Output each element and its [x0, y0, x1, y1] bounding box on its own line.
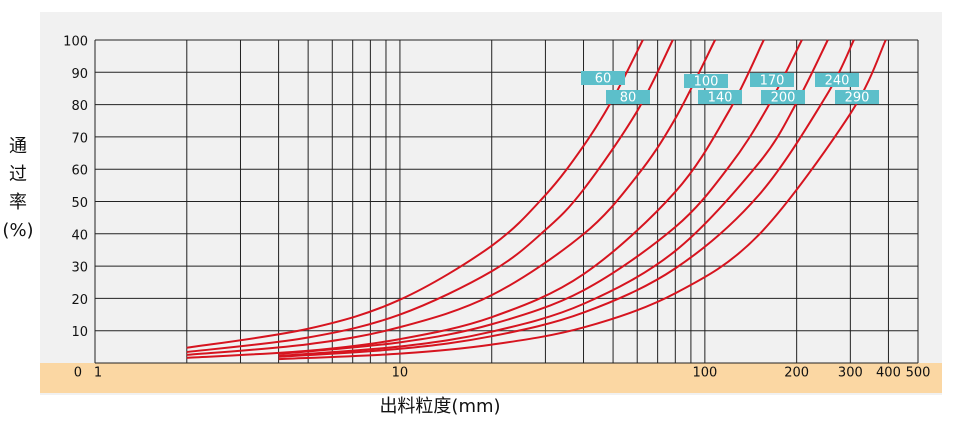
x-tick-label: 100 — [692, 366, 717, 381]
y-tick-label: 10 — [71, 325, 88, 340]
x-tick-label: 1 — [94, 366, 102, 381]
y-tick-label: 70 — [71, 131, 88, 146]
curve-label: 170 — [760, 74, 785, 89]
curve-label-box — [684, 74, 728, 88]
curve-label: 290 — [845, 91, 870, 106]
y-tick-label: 30 — [71, 261, 88, 276]
x-axis-label: 出料粒度(mm) — [379, 396, 500, 417]
curve-label-box — [581, 71, 625, 85]
curve — [186, 39, 644, 349]
curve-label-box — [835, 90, 879, 104]
x-tick-label: 300 — [838, 366, 863, 381]
curve-label: 60 — [595, 72, 612, 87]
axis-band — [40, 363, 942, 393]
y-tick-label: 90 — [71, 67, 88, 82]
curve-label: 200 — [771, 91, 796, 106]
y-axis-label: 通 — [9, 136, 27, 157]
y-tick-label: 100 — [63, 35, 88, 50]
curve-label: 80 — [620, 91, 637, 106]
x-tick-label: 10 — [392, 366, 409, 381]
curve — [186, 39, 716, 356]
curve-label: 140 — [708, 91, 733, 106]
panel — [40, 12, 942, 395]
y-tick-label: 60 — [71, 164, 88, 179]
curve — [278, 39, 855, 358]
curve — [186, 39, 674, 354]
x-tick-label: 500 — [906, 366, 931, 381]
curve — [278, 39, 829, 357]
x-tick-label: 200 — [784, 366, 809, 381]
curve-label-box — [698, 90, 742, 104]
y-tick-label: 50 — [71, 196, 88, 211]
curve-label: 100 — [694, 75, 719, 90]
x-tick-label: 400 — [876, 366, 901, 381]
curve — [278, 39, 803, 355]
y-axis-label: (%) — [2, 220, 33, 241]
curve-label-box — [761, 90, 805, 104]
curve-label-box — [606, 90, 650, 104]
y-tick-label: 40 — [71, 228, 88, 243]
curve-label: 240 — [825, 74, 850, 89]
curve-label-box — [750, 73, 794, 87]
curve-label-box — [815, 73, 859, 87]
curve — [278, 39, 887, 361]
y-axis-label: 过 — [9, 164, 27, 185]
y-tick-label: 0 — [74, 366, 82, 381]
y-tick-label: 80 — [71, 99, 88, 114]
y-tick-label: 20 — [71, 293, 88, 308]
y-axis-label: 率 — [9, 192, 27, 213]
